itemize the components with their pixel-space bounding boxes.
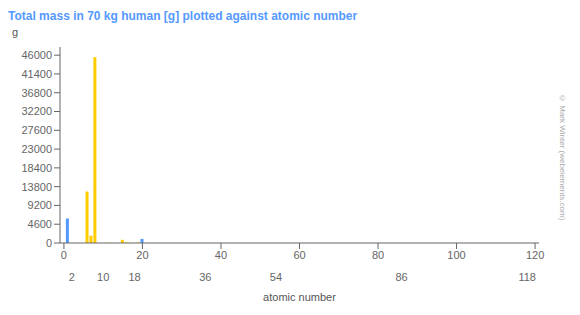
svg-text:36: 36 <box>199 271 211 283</box>
svg-text:54: 54 <box>270 271 282 283</box>
html-text:© Mark Winter (webelements.com: © Mark Winter (webelements.com) <box>558 94 567 221</box>
svg-text:23000: 23000 <box>21 143 52 155</box>
html-text:g: g <box>12 26 19 38</box>
svg-text:36800: 36800 <box>21 87 52 99</box>
svg-text:86: 86 <box>395 271 407 283</box>
svg-text:27600: 27600 <box>21 124 52 136</box>
svg-text:4600: 4600 <box>28 218 52 230</box>
svg-text:20: 20 <box>136 249 148 261</box>
svg-text:120: 120 <box>526 249 544 261</box>
svg-text:118: 118 <box>518 271 536 283</box>
svg-text:0: 0 <box>46 237 52 249</box>
svg-text:80: 80 <box>372 249 384 261</box>
svg-text:2: 2 <box>69 271 75 283</box>
svg-text:60: 60 <box>293 249 305 261</box>
svg-text:18: 18 <box>128 271 140 283</box>
svg-text:10: 10 <box>97 271 109 283</box>
svg-text:41400: 41400 <box>21 68 52 80</box>
svg-text:32200: 32200 <box>21 105 52 117</box>
svg-text:100: 100 <box>447 249 465 261</box>
svg-text:46000: 46000 <box>21 49 52 61</box>
svg-text:atomic number: atomic number <box>263 291 336 303</box>
svg-text:13800: 13800 <box>21 181 52 193</box>
svg-text:0: 0 <box>61 249 67 261</box>
html-text:Total mass in 70 kg human [g]: Total mass in 70 kg human [g] plotted ag… <box>8 9 358 23</box>
svg-text:9200: 9200 <box>28 199 52 211</box>
svg-text:40: 40 <box>215 249 227 261</box>
svg-text:18400: 18400 <box>21 162 52 174</box>
